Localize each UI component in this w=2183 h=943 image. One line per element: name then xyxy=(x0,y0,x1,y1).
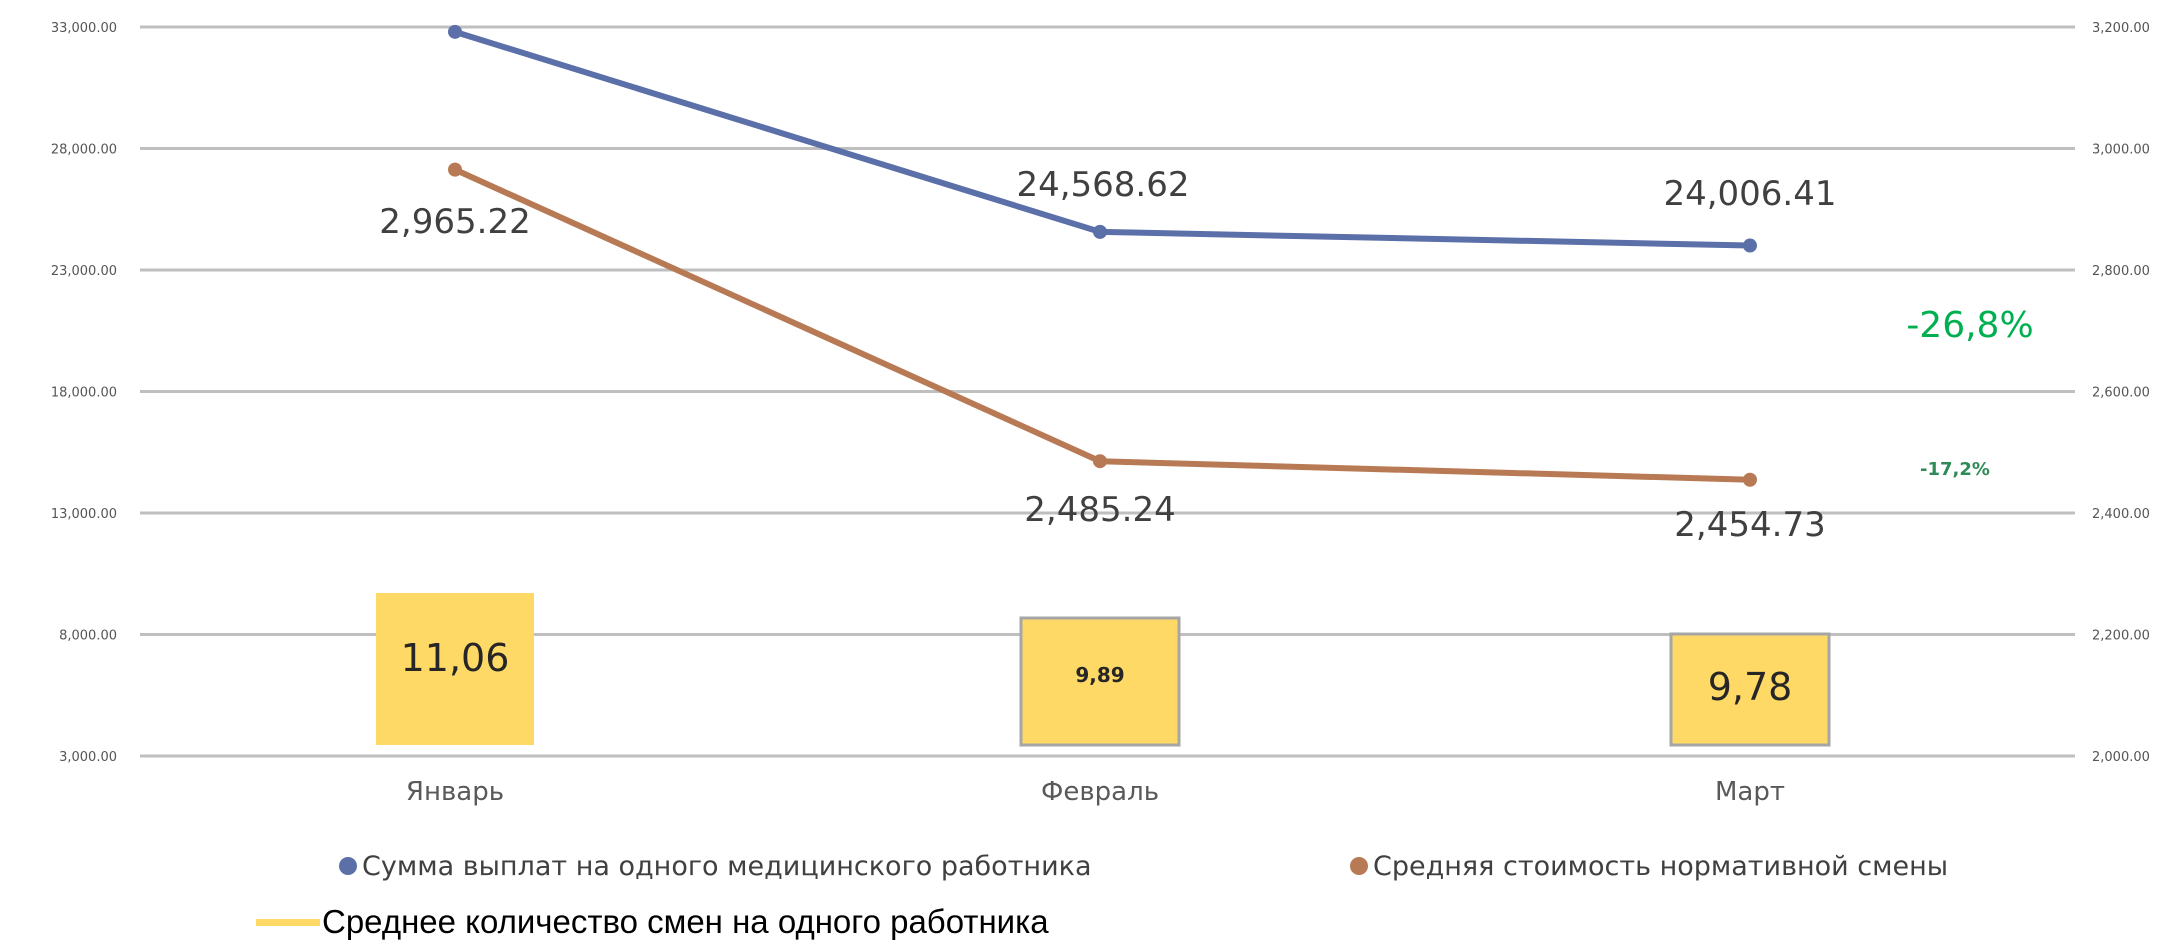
data-point xyxy=(448,24,462,39)
series-line xyxy=(452,166,1753,483)
left-axis-tick-label: 28,000.00 xyxy=(51,143,117,158)
bar-data-label: 9,78 xyxy=(1708,665,1793,709)
legend-marker xyxy=(256,919,320,926)
legend-marker xyxy=(339,857,357,875)
left-axis-tick-label: 13,000.00 xyxy=(51,507,117,522)
bar-data-label: 11,06 xyxy=(401,636,510,680)
category-label: Январь xyxy=(406,777,504,807)
category-label: Март xyxy=(1715,777,1785,807)
bar xyxy=(1669,632,1831,747)
right-axis-tick-label: 2,800.00 xyxy=(2092,264,2150,279)
left-axis-tick-label: 33,000.00 xyxy=(51,21,117,36)
left-axis-tick-label: 3,000.00 xyxy=(59,750,117,765)
data-point xyxy=(448,162,462,177)
right-axis-tick-label: 2,400.00 xyxy=(2092,507,2150,522)
right-axis-tick-label: 2,200.00 xyxy=(2092,629,2150,644)
category-label: Февраль xyxy=(1041,777,1159,807)
right-axis-tick-label: 2,000.00 xyxy=(2092,750,2150,765)
bar xyxy=(1019,616,1181,747)
point-data-label: 2,965.22 xyxy=(379,202,530,242)
legend-marker xyxy=(1350,857,1368,875)
legend-label: Среднее количество смен на одного работн… xyxy=(322,903,1049,940)
point-data-label: 2,485.24 xyxy=(1024,490,1175,530)
bar-data-label: 9,89 xyxy=(1075,663,1124,687)
data-point xyxy=(1093,454,1107,469)
left-axis-tick-label: 8,000.00 xyxy=(59,629,117,644)
right-axis-tick-label: 3,200.00 xyxy=(2092,21,2150,36)
left-axis-tick-label: 23,000.00 xyxy=(51,264,117,279)
percent-change-annotation: -26,8% xyxy=(1906,305,2033,346)
percent-change-annotation: -17,2% xyxy=(1920,459,1990,480)
legend-label: Средняя стоимость нормативной смены xyxy=(1373,851,1948,882)
left-axis-tick-label: 18,000.00 xyxy=(51,386,117,401)
point-data-label: 2,454.73 xyxy=(1674,505,1825,545)
point-data-label: 24,568.62 xyxy=(1016,165,1189,205)
data-point xyxy=(1093,224,1107,239)
right-axis-tick-label: 2,600.00 xyxy=(2092,386,2150,401)
bar xyxy=(376,593,534,745)
legend-label: Сумма выплат на одного медицинского рабо… xyxy=(362,851,1092,882)
data-point xyxy=(1743,472,1757,487)
series-line xyxy=(452,28,1753,249)
point-data-label: 24,006.41 xyxy=(1663,174,1836,214)
right-axis-tick-label: 3,000.00 xyxy=(2092,143,2150,158)
data-point xyxy=(1743,238,1757,253)
